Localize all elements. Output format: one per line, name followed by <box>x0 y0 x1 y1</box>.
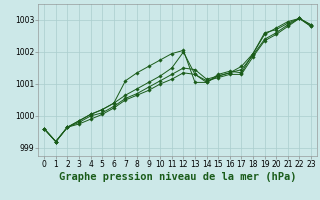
X-axis label: Graphe pression niveau de la mer (hPa): Graphe pression niveau de la mer (hPa) <box>59 172 296 182</box>
